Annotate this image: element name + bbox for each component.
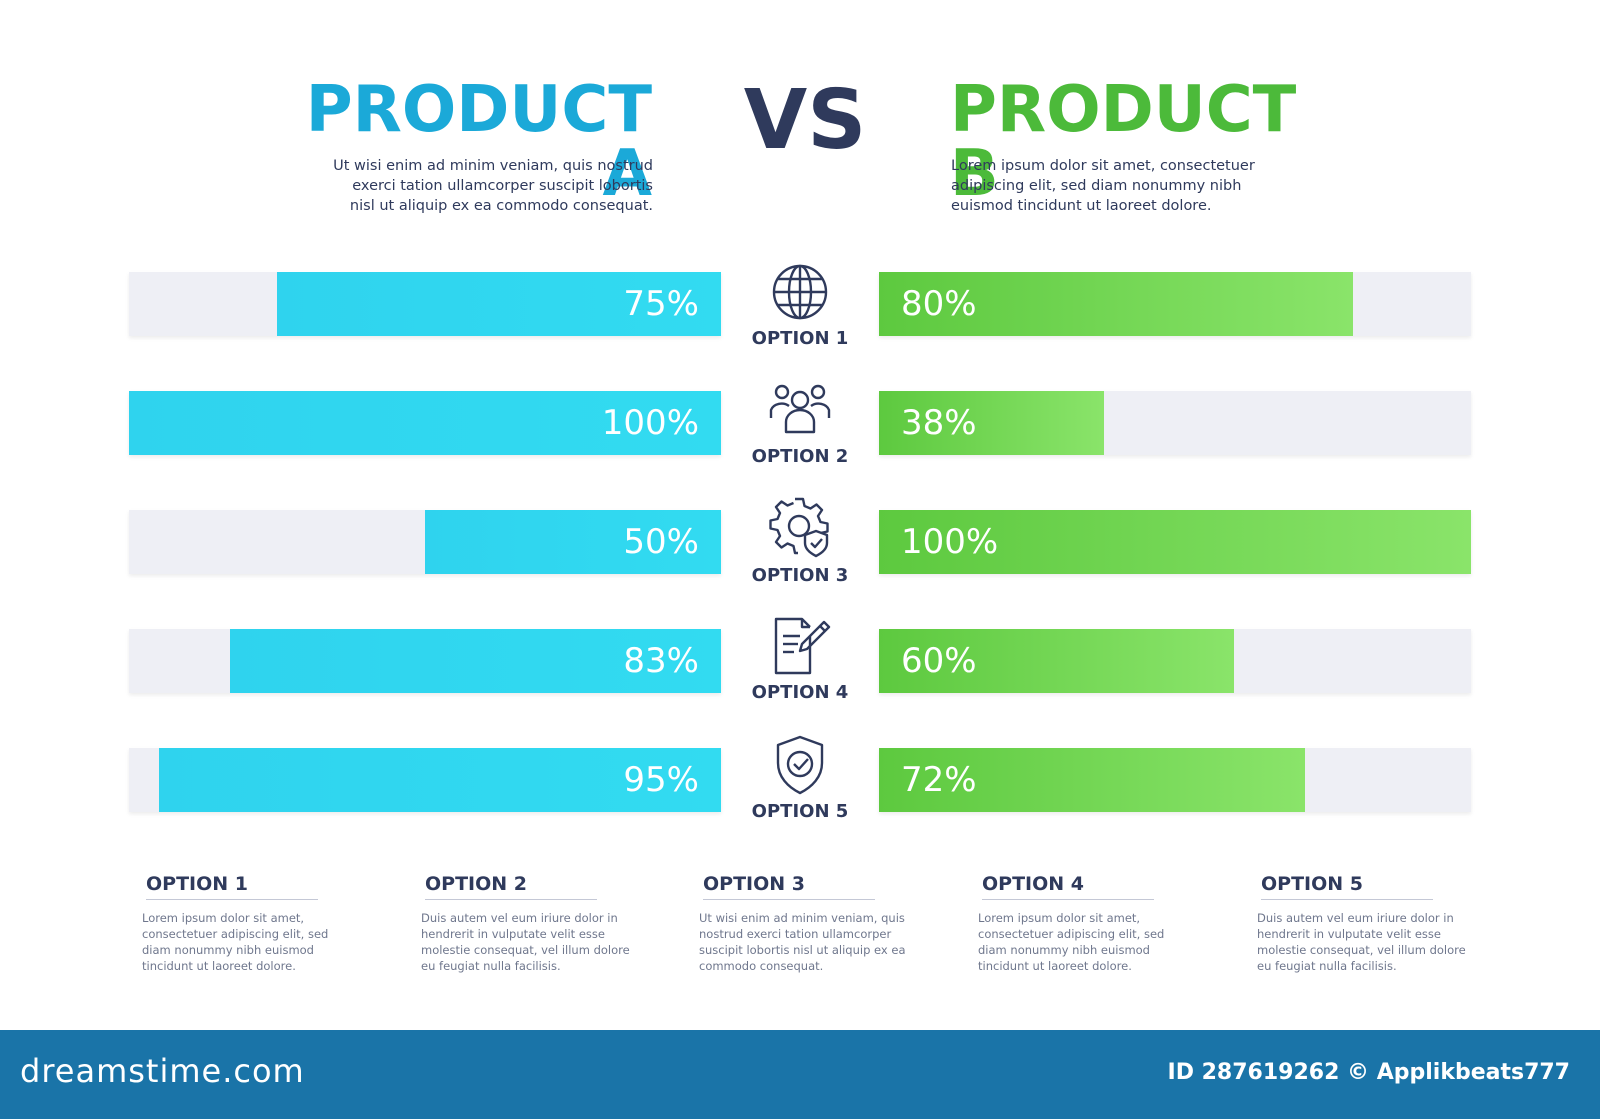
option-2-description-block: OPTION 2 Duis autem vel eum iriure dolor… bbox=[421, 873, 631, 974]
bar-a-label: 83% bbox=[623, 641, 699, 681]
footer-bar: dreamstime.com ID 287619262 © Applikbeat… bbox=[0, 1030, 1600, 1119]
option-1-description-block: OPTION 1 Lorem ipsum dolor sit amet, con… bbox=[142, 873, 352, 974]
option-5-heading: OPTION 5 bbox=[1261, 873, 1433, 900]
shield-check-icon bbox=[735, 735, 865, 795]
option-1-label: OPTION 1 bbox=[751, 328, 849, 349]
bar-track-a: 75% bbox=[129, 272, 721, 336]
option-2-marker: OPTION 2 bbox=[735, 380, 865, 467]
option-5-description-block: OPTION 5 Duis autem vel eum iriure dolor… bbox=[1257, 873, 1467, 974]
bar-a-label: 95% bbox=[623, 760, 699, 800]
product-a-description: Ut wisi enim ad minim veniam, quis nostr… bbox=[333, 158, 653, 214]
bar-b bbox=[879, 629, 1235, 693]
bar-a bbox=[229, 629, 721, 693]
bar-track-b: 100% bbox=[879, 510, 1471, 574]
bar-track-b: 72% bbox=[879, 748, 1471, 812]
option-3-text: Ut wisi enim ad minim veniam, quis nostr… bbox=[699, 911, 906, 973]
option-1-heading: OPTION 1 bbox=[146, 873, 318, 900]
option-4-text: Lorem ipsum dolor sit amet, consectetuer… bbox=[978, 911, 1165, 973]
product-a-title: PRODUCT A bbox=[305, 73, 652, 211]
option-4-label: OPTION 4 bbox=[751, 682, 849, 703]
vs-label: VS bbox=[743, 73, 867, 168]
option-2-label: OPTION 2 bbox=[751, 446, 849, 467]
product-b-title: PRODUCT B bbox=[950, 73, 1297, 211]
option-2-heading: OPTION 2 bbox=[425, 873, 597, 900]
bar-b bbox=[879, 391, 1104, 455]
chart-row: 75% 80% bbox=[0, 272, 1600, 336]
bar-track-a: 95% bbox=[129, 748, 721, 812]
bar-b bbox=[879, 510, 1471, 574]
bar-track-a: 50% bbox=[129, 510, 721, 574]
gear-shield-icon bbox=[735, 497, 865, 559]
option-5-text: Duis autem vel eum iriure dolor in hendr… bbox=[1257, 911, 1466, 973]
option-4-marker: OPTION 4 bbox=[735, 616, 865, 703]
bar-a-label: 75% bbox=[623, 284, 699, 324]
option-3-label: OPTION 3 bbox=[751, 565, 849, 586]
bar-track-a: 83% bbox=[129, 629, 721, 693]
bar-a-label: 100% bbox=[601, 403, 699, 443]
chart-row: 83% 60% bbox=[0, 629, 1600, 693]
option-4-heading: OPTION 4 bbox=[982, 873, 1154, 900]
option-3-heading: OPTION 3 bbox=[703, 873, 875, 900]
option-1-marker: OPTION 1 bbox=[735, 262, 865, 349]
option-5-marker: OPTION 5 bbox=[735, 735, 865, 822]
bar-b bbox=[879, 272, 1353, 336]
bar-track-b: 80% bbox=[879, 272, 1471, 336]
bar-b-label: 80% bbox=[901, 284, 977, 324]
bar-b-label: 72% bbox=[901, 760, 977, 800]
bar-a bbox=[425, 510, 721, 574]
bar-b-label: 60% bbox=[901, 641, 977, 681]
document-pen-icon bbox=[735, 616, 865, 676]
bar-a bbox=[129, 391, 721, 455]
globe-icon bbox=[735, 262, 865, 322]
option-2-text: Duis autem vel eum iriure dolor in hendr… bbox=[421, 911, 630, 973]
chart-row: 95% 72% bbox=[0, 748, 1600, 812]
option-3-marker: OPTION 3 bbox=[735, 497, 865, 586]
bar-b bbox=[879, 748, 1306, 812]
bar-track-b: 38% bbox=[879, 391, 1471, 455]
product-b-description: Lorem ipsum dolor sit amet, consectetuer… bbox=[951, 158, 1255, 214]
bar-track-a: 100% bbox=[129, 391, 721, 455]
bar-a bbox=[158, 748, 721, 812]
footer-logo[interactable]: dreamstime.com bbox=[20, 1052, 305, 1090]
footer-image-id: ID 287619262 © Applikbeats777 bbox=[1167, 1060, 1570, 1085]
option-1-text: Lorem ipsum dolor sit amet, consectetuer… bbox=[142, 911, 329, 973]
bar-b-label: 100% bbox=[901, 522, 999, 562]
bar-a-label: 50% bbox=[623, 522, 699, 562]
people-icon bbox=[735, 380, 865, 440]
chart-row: 100% 38% bbox=[0, 391, 1600, 455]
bar-a bbox=[277, 272, 721, 336]
option-4-description-block: OPTION 4 Lorem ipsum dolor sit amet, con… bbox=[978, 873, 1188, 974]
option-5-label: OPTION 5 bbox=[751, 801, 849, 822]
bar-b-label: 38% bbox=[901, 403, 977, 443]
chart-row: 50% 100% bbox=[0, 510, 1600, 574]
bar-track-b: 60% bbox=[879, 629, 1471, 693]
option-3-description-block: OPTION 3 Ut wisi enim ad minim veniam, q… bbox=[699, 873, 909, 974]
